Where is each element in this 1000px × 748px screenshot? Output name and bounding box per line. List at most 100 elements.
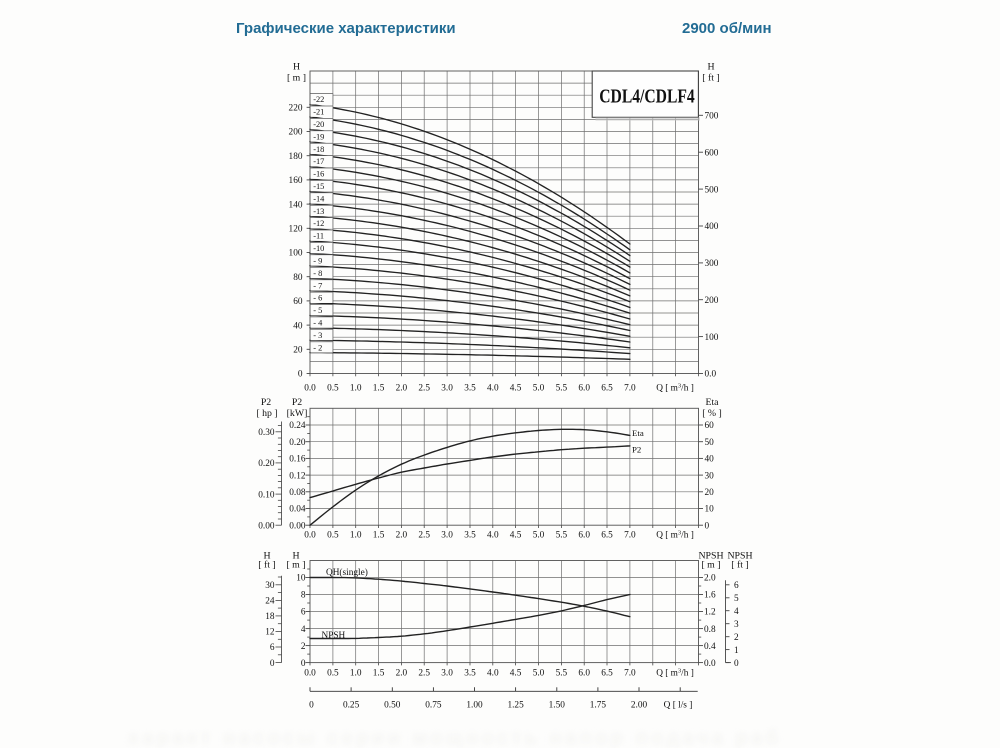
svg-text:0.10: 0.10 — [258, 490, 275, 500]
svg-text:200: 200 — [289, 128, 303, 138]
svg-text:QH(single): QH(single) — [326, 567, 368, 578]
svg-text:NPSH: NPSH — [322, 631, 346, 641]
svg-text:7.0: 7.0 — [624, 669, 636, 679]
svg-text:[ hp ]: [ hp ] — [256, 408, 277, 419]
svg-text:120: 120 — [289, 225, 303, 235]
svg-text:0: 0 — [301, 659, 306, 669]
svg-text:20: 20 — [705, 488, 715, 498]
svg-text:-18: -18 — [313, 145, 324, 154]
svg-text:[ ft ]: [ ft ] — [731, 560, 748, 571]
svg-text:- 8: - 8 — [313, 269, 322, 278]
svg-text:Eta: Eta — [632, 428, 644, 438]
svg-text:1.0: 1.0 — [350, 669, 362, 679]
svg-text:NPSH: NPSH — [698, 551, 723, 562]
svg-text:0: 0 — [298, 370, 303, 380]
svg-text:0.08: 0.08 — [289, 488, 306, 498]
svg-text:6.0: 6.0 — [578, 531, 590, 541]
svg-text:Eta: Eta — [705, 397, 719, 408]
svg-text:0.4: 0.4 — [704, 642, 716, 652]
svg-text:8: 8 — [301, 591, 306, 601]
svg-text:0.24: 0.24 — [289, 421, 306, 431]
svg-text:80: 80 — [293, 273, 303, 283]
svg-text:-22: -22 — [313, 95, 324, 104]
svg-text:0: 0 — [309, 701, 314, 711]
svg-text:0.5: 0.5 — [327, 669, 339, 679]
svg-text:3.5: 3.5 — [464, 531, 476, 541]
svg-text:P2: P2 — [292, 397, 302, 408]
svg-text:3: 3 — [734, 620, 739, 630]
svg-text:1.6: 1.6 — [704, 591, 716, 601]
svg-text:40: 40 — [293, 321, 303, 331]
svg-text:0.20: 0.20 — [289, 438, 306, 448]
svg-text:2.0: 2.0 — [704, 574, 716, 584]
svg-text:H: H — [293, 62, 300, 73]
svg-text:[ m ]: [ m ] — [701, 560, 720, 571]
svg-text:Q [ m3/h ]: Q [ m3/h ] — [656, 668, 694, 679]
svg-text:5.0: 5.0 — [533, 384, 545, 394]
svg-text:60: 60 — [705, 421, 715, 431]
svg-text:-17: -17 — [313, 157, 324, 166]
svg-text:6.5: 6.5 — [601, 384, 613, 394]
svg-text:40: 40 — [705, 455, 715, 465]
svg-text:10: 10 — [296, 574, 306, 584]
svg-text:- 9: - 9 — [313, 256, 322, 265]
svg-text:4: 4 — [734, 607, 739, 617]
svg-text:1.00: 1.00 — [466, 701, 483, 711]
svg-text:5.5: 5.5 — [556, 531, 568, 541]
svg-text:6.0: 6.0 — [578, 669, 590, 679]
svg-text:-19: -19 — [313, 132, 324, 141]
svg-text:300: 300 — [705, 259, 719, 269]
svg-text:5.0: 5.0 — [533, 669, 545, 679]
svg-text:1.2: 1.2 — [704, 608, 716, 618]
svg-text:2: 2 — [301, 642, 306, 652]
svg-text:200: 200 — [705, 296, 719, 306]
svg-text:4.5: 4.5 — [510, 669, 522, 679]
svg-text:0.75: 0.75 — [425, 701, 442, 711]
svg-text:[kW]: [kW] — [287, 408, 308, 419]
svg-text:3.5: 3.5 — [464, 669, 476, 679]
svg-text:0.0: 0.0 — [304, 384, 316, 394]
svg-text:4.5: 4.5 — [510, 531, 522, 541]
svg-text:- 2: - 2 — [313, 343, 322, 352]
svg-text:20: 20 — [293, 346, 303, 356]
svg-text:4.5: 4.5 — [510, 384, 522, 394]
svg-text:7.0: 7.0 — [624, 384, 636, 394]
svg-text:0.20: 0.20 — [258, 459, 275, 469]
svg-text:0: 0 — [705, 521, 710, 531]
svg-text:2.0: 2.0 — [396, 531, 408, 541]
svg-text:- 5: - 5 — [313, 306, 322, 315]
svg-text:6: 6 — [734, 581, 739, 591]
svg-text:1.0: 1.0 — [350, 531, 362, 541]
svg-text:-12: -12 — [313, 219, 324, 228]
svg-text:30: 30 — [265, 581, 275, 591]
svg-text:H: H — [263, 551, 270, 562]
svg-text:600: 600 — [705, 148, 719, 158]
svg-text:2.5: 2.5 — [418, 669, 430, 679]
svg-text:5.5: 5.5 — [556, 384, 568, 394]
svg-text:-20: -20 — [313, 120, 324, 129]
svg-text:6.5: 6.5 — [601, 669, 613, 679]
svg-text:Q [ l/s ]: Q [ l/s ] — [664, 701, 693, 711]
svg-text:140: 140 — [289, 200, 303, 210]
svg-text:3.0: 3.0 — [441, 669, 453, 679]
svg-text:0: 0 — [734, 659, 739, 669]
svg-text:4: 4 — [301, 625, 306, 635]
svg-text:160: 160 — [289, 176, 303, 186]
svg-text:- 6: - 6 — [313, 294, 322, 303]
svg-text:6: 6 — [301, 608, 306, 618]
svg-text:H: H — [292, 551, 299, 562]
svg-text:0.0: 0.0 — [704, 659, 716, 669]
svg-text:[ % ]: [ % ] — [702, 408, 722, 419]
svg-text:50: 50 — [705, 438, 715, 448]
svg-text:[ m ]: [ m ] — [286, 560, 305, 571]
svg-text:12: 12 — [265, 628, 275, 638]
svg-text:0.04: 0.04 — [289, 505, 306, 515]
svg-text:6: 6 — [270, 643, 275, 653]
svg-text:- 4: - 4 — [313, 319, 323, 328]
svg-text:60: 60 — [293, 297, 303, 307]
svg-text:0: 0 — [270, 659, 275, 669]
svg-text:-11: -11 — [313, 232, 324, 241]
svg-text:4.0: 4.0 — [487, 384, 499, 394]
svg-text:P2: P2 — [632, 445, 641, 455]
svg-text:7.0: 7.0 — [624, 531, 636, 541]
